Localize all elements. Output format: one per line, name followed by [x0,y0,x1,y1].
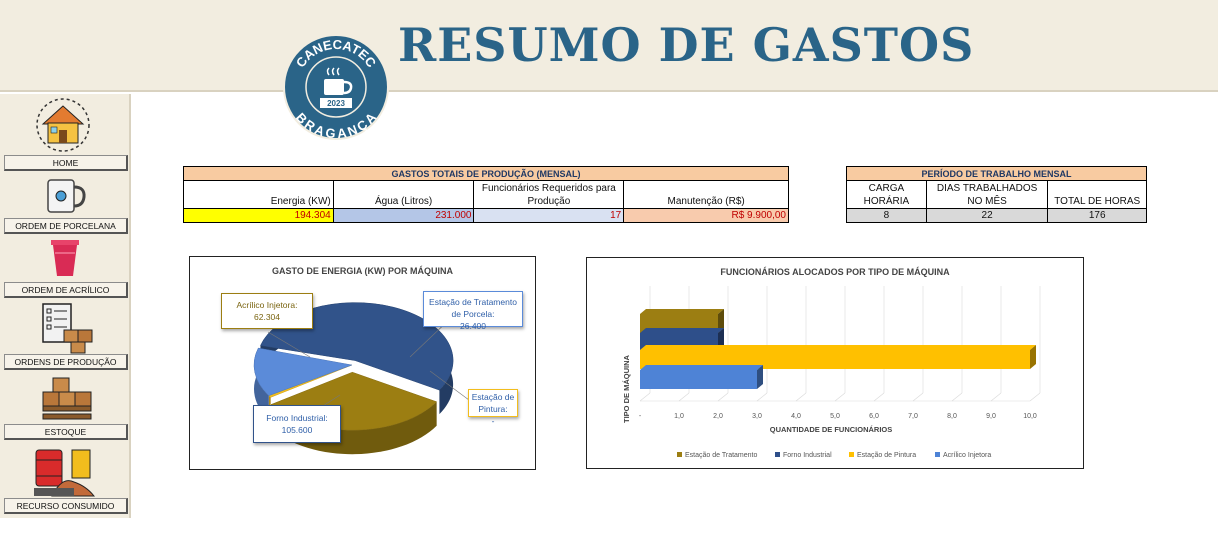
pie-label-acrilico: Acrílico Injetora: 62.304 [221,293,313,329]
bar-x-tick-label: 9,0 [986,413,996,420]
pie-label-pintura: Estação de Pintura: - [468,389,518,426]
nav-estoque-button[interactable]: ESTOQUE [4,424,128,440]
nav-recurso-consumido-label: RECURSO CONSUMIDO [16,501,115,511]
nav-estoque-label: ESTOQUE [44,427,87,437]
funcionarios-value: 17 [473,208,625,223]
nav-ordens-producao-button[interactable]: ORDENS DE PRODUÇÃO [4,354,128,370]
pie-label-tratamento-value: 26.400 [460,321,486,331]
manutencao-header: Manutenção (R$) [623,180,789,209]
gastos-table-title: GASTOS TOTAIS DE PRODUÇÃO (MENSAL) [183,166,789,181]
pie-label-tratamento-name: Estação de Tratamento de Porcela: [429,297,517,319]
energia-header: Energia (KW) [183,180,334,209]
nav-ordem-porcelana-label: ORDEM DE PORCELANA [15,221,116,231]
bar-y-axis-label: TIPO DE MÁQUINA [622,354,631,423]
pie-leader-line-2 [429,370,474,404]
total-horas-value: 176 [1047,208,1147,223]
legend-swatch [677,452,682,457]
logo-year-text: 2023 [327,99,345,108]
pie-label-forno: Forno Industrial: 105.600 [253,405,341,443]
total-horas-header: TOTAL DE HORAS [1047,180,1147,209]
cup-icon[interactable] [48,238,82,283]
bar-x-tick-label: 10,0 [1023,413,1037,420]
nav-ordem-acrilico-button[interactable]: ORDEM DE ACRÍLICO [4,282,128,298]
manutencao-value: R$ 9.900,00 [623,208,789,223]
nav-recurso-consumido-button[interactable]: RECURSO CONSUMIDO [4,498,128,514]
periodo-trabalho-table: PERÍODO DE TRABALHO MENSAL CARGA HORÁRIA… [846,166,1147,223]
pie-label-pintura-value: - [491,416,495,426]
home-icon[interactable] [33,96,93,159]
canecatec-logo: CANECATEC BRAGANÇA 2023 [282,33,390,141]
bar-acr-lico-injetora [640,370,757,389]
legend-label: Forno Industrial [783,452,832,459]
bar-x-tick-label: 3,0 [752,413,762,420]
bar-x-tick-label: - [639,413,642,420]
dias-trabalhados-value: 22 [925,208,1049,223]
dias-trabalhados-header: DIAS TRABALHADOS NO MÊS [925,180,1049,209]
page-title: RESUMO DE GASTOS [398,18,975,72]
pallet-boxes-icon[interactable] [40,376,94,431]
pie-label-acrilico-value: 62.304 [254,312,280,322]
carga-horaria-header: CARGA HORÁRIA [846,180,927,209]
bar-chart-title: FUNCIONÁRIOS ALOCADOS POR TIPO DE MÁQUIN… [720,267,950,277]
bar-plot: TIPO DE MÁQUINA QUANTIDADE DE FUNCIONÁRI… [622,286,1041,459]
bar-esta-o-de-pintura [640,350,1030,369]
bar-x-tick-label: 7,0 [908,413,918,420]
bar-x-tick-label: 5,0 [830,413,840,420]
sidebar: HOME ORDEM DE PORCELANA ORDEM DE ACRÍLIC… [0,94,131,518]
agua-value: 231.000 [332,208,475,223]
pie-plot [253,302,474,455]
pie-label-tratamento: Estação de Tratamento de Porcela: 26.400 [423,291,523,331]
gastos-totais-table: GASTOS TOTAIS DE PRODUÇÃO (MENSAL) Energ… [183,166,789,223]
pie-chart-title: GASTO DE ENERGIA (KW) POR MÁQUINA [271,266,453,276]
carga-horaria-value: 8 [846,208,927,223]
pie-slice-tratamento [253,347,353,396]
funcionarios-bar-chart: FUNCIONÁRIOS ALOCADOS POR TIPO DE MÁQUIN… [586,257,1084,469]
legend-label: Acrílico Injetora [943,452,991,459]
mug-icon[interactable] [44,176,88,221]
periodo-table-title: PERÍODO DE TRABALHO MENSAL [846,166,1147,181]
nav-home-label: HOME [52,158,79,168]
nav-ordem-porcelana-button[interactable]: ORDEM DE PORCELANA [4,218,128,234]
legend-swatch [849,452,854,457]
legend-swatch [775,452,780,457]
nav-home-button[interactable]: HOME [4,155,128,171]
agua-header: Água (Litros) [332,180,475,209]
nav-ordem-acrilico-label: ORDEM DE ACRÍLICO [21,285,110,295]
checklist-boxes-icon[interactable] [40,302,96,359]
bar-x-tick-label: 2,0 [713,413,723,420]
energia-value: 194.304 [183,208,334,223]
pie-label-forno-name: Forno Industrial: [266,413,328,423]
energia-pie-chart: GASTO DE ENERGIA (KW) POR MÁQUINA Acríli… [189,256,536,470]
bar-x-tick-label: 8,0 [947,413,957,420]
nav-ordens-producao-label: ORDENS DE PRODUÇÃO [14,357,117,367]
pie-label-pintura-name: Estação de Pintura: [471,392,515,414]
bar-x-tick-label: 4,0 [791,413,801,420]
pie-label-forno-value: 105.600 [281,425,313,435]
bar-x-tick-label: 1,0 [674,413,684,420]
legend-label: Estação de Pintura [857,452,916,459]
legend-label: Estação de Tratamento [685,452,757,459]
pie-label-acrilico-name: Acrílico Injetora: [236,300,298,310]
header-bar: RESUMO DE GASTOS [0,0,1218,92]
funcionarios-header: Funcionários Requeridos para Produção [473,180,625,209]
pie-leader-line-0 [267,331,311,358]
bar-x-axis-label: QUANTIDADE DE FUNCIONÁRIOS [770,425,893,434]
bar-x-tick-label: 6,0 [869,413,879,420]
barrels-icon[interactable] [32,446,98,503]
legend-swatch [935,452,940,457]
